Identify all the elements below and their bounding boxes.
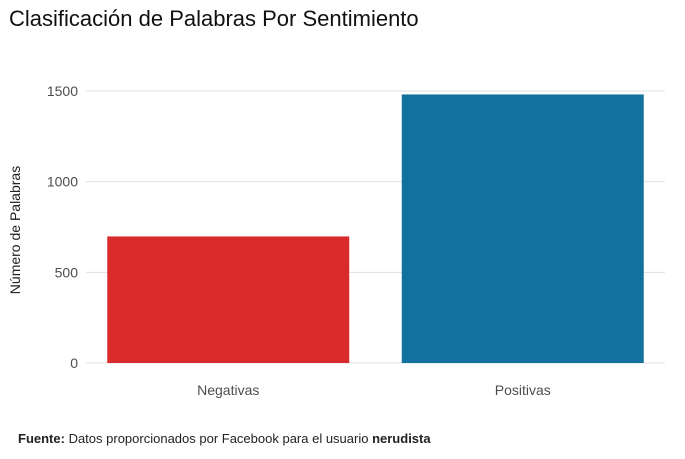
- bar-negativas: [107, 236, 350, 363]
- caption-text: Datos proporcionados por Facebook para e…: [64, 431, 373, 446]
- bar-positivas: [401, 94, 644, 363]
- y-tick-label: 500: [55, 264, 79, 280]
- x-tick-label-positivas: Positivas: [495, 382, 551, 398]
- caption-label: Fuente:: [18, 431, 65, 446]
- caption: Fuente: Datos proporcionados por Faceboo…: [18, 431, 431, 446]
- y-tick-label: 0: [70, 355, 78, 371]
- bars: [107, 94, 644, 363]
- caption-user: nerudista: [372, 431, 431, 446]
- y-tick-label: 1500: [47, 83, 78, 99]
- x-axis-ticks: Negativas Positivas: [197, 382, 551, 398]
- y-axis-ticks: 0 500 1000 1500: [47, 83, 78, 371]
- chart-title: Clasificación de Palabras Por Sentimient…: [9, 6, 419, 31]
- y-tick-label: 1000: [47, 174, 78, 190]
- y-axis-title: Número de Palabras: [7, 166, 23, 294]
- x-tick-label-negativas: Negativas: [197, 382, 259, 398]
